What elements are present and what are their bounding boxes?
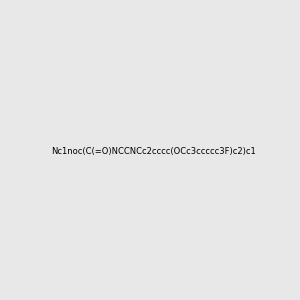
Text: Nc1noc(C(=O)NCCNCc2cccc(OCc3ccccc3F)c2)c1: Nc1noc(C(=O)NCCNCc2cccc(OCc3ccccc3F)c2)c…	[51, 147, 256, 156]
